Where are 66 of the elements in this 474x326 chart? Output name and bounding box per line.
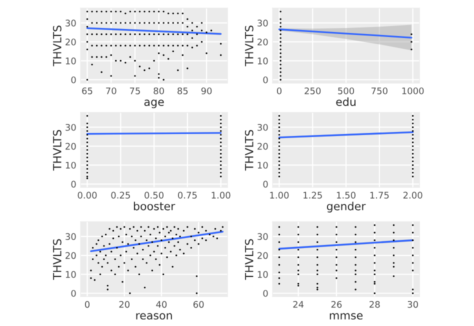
x-axis-title: reason	[136, 313, 172, 320]
line-series	[278, 28, 412, 39]
x-tick-label: 750	[372, 87, 388, 94]
x-axis-title: booster	[134, 202, 176, 210]
x-tick-label: 0.25	[111, 192, 130, 199]
y-tick-label: 0	[263, 180, 268, 188]
y-tick-label: 20	[258, 252, 268, 259]
x-tick-label: 1.00	[212, 192, 230, 199]
x-tick-label: 40	[156, 300, 167, 308]
x-axis-title: edu	[336, 97, 356, 106]
y-tick-label: 30	[258, 20, 268, 26]
y-tick-label: 10	[66, 271, 76, 278]
y-tick-label: 20	[258, 142, 268, 150]
y-tick-label: 10	[258, 58, 268, 64]
y-tick-label: 20	[66, 142, 76, 150]
x-tick-label: 85	[178, 87, 188, 94]
x-tick-label: 90	[201, 87, 212, 94]
y-tick-label: 10	[66, 58, 76, 64]
x-tick-label: 26	[331, 300, 342, 308]
x-tick-label: 2.00	[403, 192, 422, 199]
x-tick-label: 0.00	[78, 192, 97, 199]
x-tick-label: 30	[408, 300, 418, 308]
x-tick-label: 250	[304, 87, 321, 94]
x-tick-label: 0.50	[144, 192, 164, 199]
x-tick-label: 1.25	[304, 192, 322, 199]
y-axis-title: THVLTS	[52, 130, 62, 171]
y-tick-label: 0	[263, 290, 268, 297]
y-tick-label: 20	[258, 38, 268, 46]
x-tick-label: 1000	[402, 87, 424, 94]
y-tick-label: 0	[71, 76, 76, 84]
y-tick-label: 10	[66, 162, 76, 169]
x-tick-label: 500	[338, 87, 354, 94]
y-tick-label: 30	[66, 233, 76, 240]
y-tick-label: 10	[258, 162, 268, 169]
x-tick-label: 20	[119, 300, 130, 308]
x-axis-title: gender	[326, 202, 366, 212]
y-tick-label: 0	[71, 290, 76, 297]
x-tick-label: 65	[82, 87, 92, 94]
x-tick-label: 28	[370, 300, 380, 308]
x-tick-label: 75	[130, 88, 140, 94]
x-axis-title: mmse	[330, 313, 363, 320]
y-axis-title: THVLTS	[52, 26, 62, 66]
y-tick-label: 20	[66, 38, 76, 46]
y-axis-title: THVLTS	[244, 239, 254, 280]
y-axis-title: THVLTS	[52, 239, 62, 280]
x-axis-title: age	[144, 100, 164, 108]
x-tick-label: 1.00	[270, 192, 289, 199]
y-tick-label: 30	[66, 20, 76, 26]
x-tick-label: 0.75	[178, 192, 197, 199]
y-tick-label: 30	[66, 124, 76, 131]
y-axis-title: THVLTS	[244, 130, 254, 171]
x-tick-label: 60	[193, 300, 204, 308]
y-tick-label: 0	[263, 76, 268, 84]
x-tick-label: 70	[106, 87, 116, 94]
y-tick-label: 20	[66, 252, 76, 259]
y-axis-title: THVLTS	[244, 26, 254, 66]
y-tick-label: 10	[258, 271, 268, 278]
x-tick-label: 80	[154, 87, 164, 94]
y-tick-label: 0	[71, 180, 76, 188]
x-tick-label: 0	[84, 300, 90, 308]
y-tick-label: 30	[258, 124, 268, 131]
x-tick-label: 1.50	[336, 192, 356, 199]
x-tick-label: 24	[293, 300, 304, 308]
x-tick-label: 1.75	[370, 192, 389, 199]
x-tick-label: 0	[276, 87, 282, 94]
y-tick-label: 30	[258, 233, 268, 240]
